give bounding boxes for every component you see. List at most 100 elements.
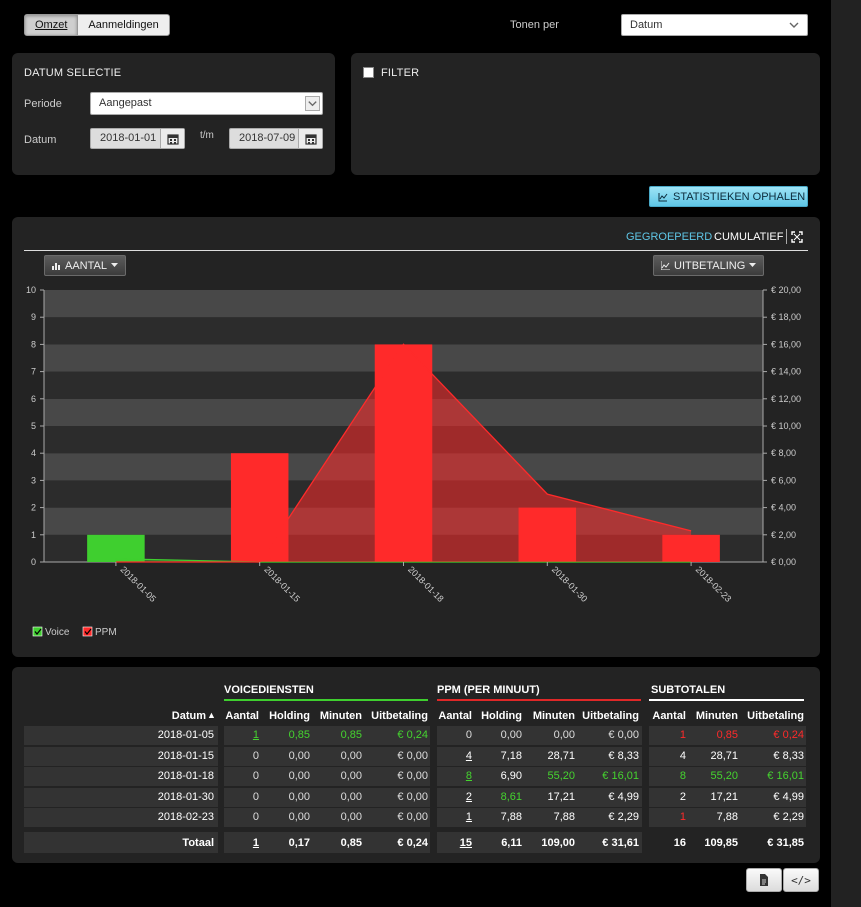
embed-code-button[interactable]: </>: [783, 868, 819, 892]
table-row-datum-bg: [24, 726, 218, 745]
ppm-cell: € 16,01: [602, 770, 639, 782]
y-tick-label-left: 1: [31, 530, 36, 540]
subtotal-cell: 7,88: [716, 811, 738, 823]
date-from-value: 2018-01-01: [100, 132, 157, 144]
table-row-voice-bg: [224, 726, 430, 745]
total-sub-cell: 109,85: [704, 837, 738, 849]
y-tick-label-right: € 0,00: [771, 557, 796, 567]
total-voice-cell: € 0,24: [397, 837, 428, 849]
table-row-voice-bg: [224, 767, 430, 786]
ppm-cell: € 4,99: [608, 791, 639, 803]
voice-cell: 0,00: [340, 811, 362, 823]
gegroepeerd-toggle[interactable]: GEGROEPEERD: [626, 231, 713, 243]
code-icon: </>: [791, 873, 811, 887]
total-voice-cell: 0,17: [288, 837, 310, 849]
area-ppm: [115, 344, 692, 562]
voice-cell: 0: [252, 770, 259, 782]
voicediensten-header: VOICEDIENSTEN: [224, 684, 314, 696]
legend-check-icon: [84, 628, 92, 635]
tab-omzet[interactable]: Omzet: [25, 15, 79, 35]
total-ppm-cell: 109,00: [541, 837, 575, 849]
table-row-voice-bg: [224, 808, 430, 827]
subtotal-cell: € 0,24: [773, 729, 804, 741]
legend-label-voice: Voice: [45, 627, 70, 638]
voice-cell: 0: [252, 811, 259, 823]
export-document-button[interactable]: [746, 868, 782, 892]
filter-label: FILTER: [381, 67, 420, 79]
y-tick-label-left: 2: [31, 503, 36, 513]
table-row-ppm-bg: [437, 808, 642, 827]
table-row-ppm-bg: [437, 767, 642, 786]
subtotal-cell: 55,20: [710, 770, 738, 782]
fullscreen-icon[interactable]: [791, 231, 803, 243]
uitbetaling-dropdown[interactable]: UITBETALING: [653, 255, 765, 276]
ppm-cell: 0,00: [500, 729, 522, 741]
subtotal-cell: € 8,33: [773, 750, 804, 762]
x-tick-label: 2018-02-23: [694, 564, 734, 604]
ppm-cell[interactable]: 4: [465, 750, 472, 762]
cumulatief-toggle[interactable]: CUMULATIEF: [714, 231, 784, 243]
document-icon: [760, 874, 768, 886]
tonen-per-select[interactable]: Datum: [621, 14, 808, 36]
scrollbar[interactable]: [831, 0, 861, 907]
y-tick-label-left: 10: [26, 285, 36, 295]
uitbetaling-dropdown-label: UITBETALING: [674, 259, 746, 272]
calendar-icon[interactable]: [298, 129, 322, 148]
ppm-cell[interactable]: 2: [465, 791, 472, 803]
line-chart-icon: [658, 192, 668, 201]
periode-label: Periode: [24, 98, 62, 110]
caret-down-icon: [749, 263, 757, 267]
voice-cell: € 0,00: [397, 811, 428, 823]
voice-cell: 0,85: [340, 729, 362, 741]
datum-column-header[interactable]: Datum: [171, 710, 206, 722]
total-ppm-cell[interactable]: 15: [459, 837, 472, 849]
ppm-header-rule: [437, 699, 641, 701]
table-row-datum-bg: [24, 767, 218, 786]
subtotal-cell: 1: [679, 729, 686, 741]
table-row-voice-bg: [224, 788, 430, 807]
tab-aanmeldingen[interactable]: Aanmeldingen: [88, 19, 159, 31]
ppm-cell[interactable]: 8: [465, 770, 472, 782]
y-tick-label-left: 8: [31, 339, 36, 349]
voice-cell: 0: [252, 791, 259, 803]
x-tick-label: 2018-01-30: [550, 564, 590, 604]
toolbar-divider: [786, 229, 787, 244]
table-row-sub-bg: [649, 788, 806, 807]
ppm-cell[interactable]: 1: [465, 811, 472, 823]
y-tick-label-left: 9: [31, 312, 36, 322]
date-to-field[interactable]: 2018-07-09: [229, 128, 323, 149]
voice-col-1: Holding: [269, 710, 310, 722]
y-tick-label-right: € 16,00: [771, 339, 801, 349]
periode-select[interactable]: Aangepast: [90, 92, 323, 115]
table-row-ppm-bg: [437, 747, 642, 766]
statistieken-ophalen-button[interactable]: STATISTIEKEN OPHALEN: [649, 186, 808, 207]
total-voice-cell[interactable]: 1: [252, 837, 259, 849]
sub-col-0: Aantal: [652, 710, 686, 722]
sub-col-1: Minuten: [695, 710, 738, 722]
voice-cell: 0,00: [288, 750, 310, 762]
row-datum: 2018-01-18: [157, 770, 214, 782]
voice-col-3: Uitbetaling: [371, 710, 428, 722]
total-sub-cell: 16: [673, 837, 686, 849]
ppm-cell: 17,21: [547, 791, 575, 803]
subtotal-cell: 4: [679, 750, 686, 762]
date-to-value: 2018-07-09: [239, 132, 296, 144]
bar-chart-icon: [52, 262, 60, 270]
y-tick-label-right: € 18,00: [771, 312, 801, 322]
subtotal-cell: € 16,01: [767, 770, 804, 782]
x-tick-label: 2018-01-15: [262, 564, 302, 604]
filter-checkbox[interactable]: [363, 67, 374, 78]
chevron-down-icon: [789, 22, 799, 28]
ppm-col-2: Minuten: [532, 710, 575, 722]
voice-cell: € 0,00: [397, 791, 428, 803]
aantal-dropdown[interactable]: AANTAL: [44, 255, 126, 276]
ppm-header: PPM (PER MINUUT): [437, 684, 540, 696]
y-tick-label-right: € 10,00: [771, 421, 801, 431]
grid-band: [44, 317, 763, 345]
grid-band: [44, 290, 763, 318]
calendar-icon[interactable]: [160, 129, 184, 148]
y-tick-label-right: € 12,00: [771, 394, 801, 404]
voice-cell[interactable]: 1: [252, 729, 259, 741]
y-tick-label-right: € 8,00: [771, 448, 796, 458]
date-from-field[interactable]: 2018-01-01: [90, 128, 185, 149]
